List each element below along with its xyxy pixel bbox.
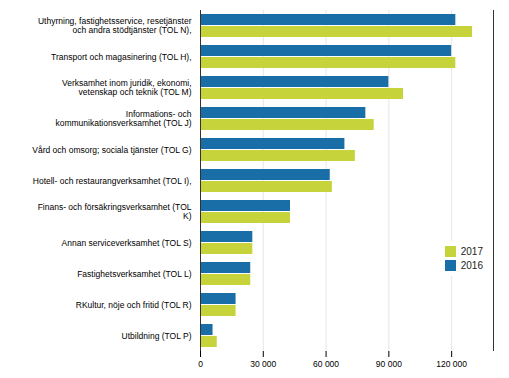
svg-text:Hotell- och restaurangverksamh: Hotell- och restaurangverksamhet (TOL I)…	[33, 176, 192, 186]
svg-text:90 000: 90 000	[376, 359, 402, 369]
html-text:2016: 2016	[460, 260, 483, 271]
svg-text:Finans- och försäkringsverksam: Finans- och försäkringsverksamhet (TOLK)	[38, 202, 192, 221]
svg-text:120 000: 120 000	[436, 359, 467, 369]
svg-text:Uthyrning, fastighetsservice,: Uthyrning, fastighetsservice, resetjänst…	[38, 16, 192, 35]
svg-text:Informations- ochkommunikation: Informations- ochkommunikationsverksamhe…	[55, 109, 191, 128]
svg-text:Fastighetsverksamhet (TOL L): Fastighetsverksamhet (TOL L)	[77, 269, 191, 279]
svg-text:Utbildning (TOL P): Utbildning (TOL P)	[122, 331, 192, 341]
svg-text:Transport och magasinering (TO: Transport och magasinering (TOL H),	[51, 52, 191, 62]
svg-text:Verksamhet inom juridik, ekono: Verksamhet inom juridik, ekonomi,vetensk…	[62, 78, 192, 97]
svg-text:RKultur, nöje och fritid (TOL: RKultur, nöje och fritid (TOL R)	[76, 300, 192, 310]
svg-text:Annan serviceverksamhet (TOL S: Annan serviceverksamhet (TOL S)	[62, 238, 192, 248]
svg-text:60 000: 60 000	[313, 359, 339, 369]
svg-text:30 000: 30 000	[250, 359, 276, 369]
svg-text:Vård och omsorg; sociala tjäns: Vård och omsorg; sociala tjänster (TOL G…	[32, 145, 191, 155]
svg-text:0: 0	[198, 359, 203, 369]
html-text:2017: 2017	[460, 246, 483, 257]
